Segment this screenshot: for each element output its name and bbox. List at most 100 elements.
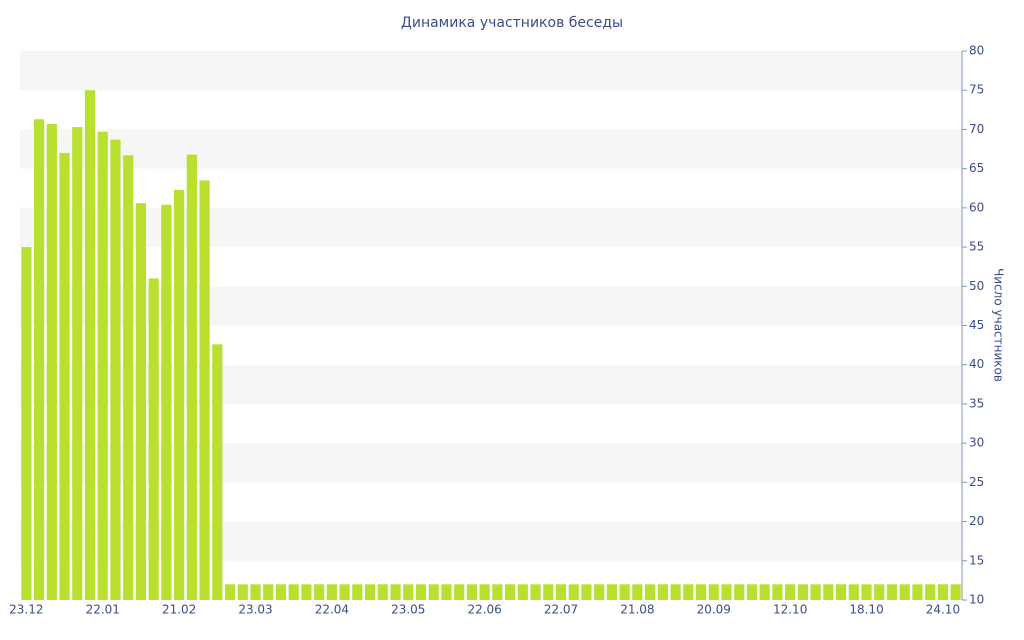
- chart-title: Динамика участников беседы: [401, 15, 623, 31]
- x-tick-label: 22.06: [467, 603, 501, 617]
- bar: [645, 584, 656, 600]
- y-tick-label: 60: [969, 200, 984, 214]
- bar: [148, 278, 159, 600]
- bar: [428, 584, 439, 600]
- bar: [835, 584, 847, 600]
- bar: [34, 119, 45, 601]
- bar: [135, 203, 147, 600]
- x-tick-label: 22.04: [315, 603, 349, 617]
- bar: [797, 584, 808, 600]
- bar: [275, 584, 287, 600]
- bar: [72, 127, 83, 600]
- x-tick-label: 24.10: [926, 603, 960, 617]
- y-tick-label: 55: [969, 240, 984, 254]
- bar: [759, 584, 770, 600]
- bar: [339, 584, 350, 600]
- y-tick-label: 50: [969, 279, 984, 293]
- bar: [505, 584, 516, 600]
- y-tick-label: 70: [969, 122, 984, 136]
- bar: [734, 584, 745, 600]
- y-axis-label: Число участников: [992, 268, 1006, 382]
- bar: [568, 584, 579, 600]
- x-tick-label: 21.08: [620, 603, 654, 617]
- bar: [785, 584, 796, 600]
- x-tick-label: 20.09: [697, 603, 731, 617]
- y-tick-label: 40: [969, 357, 984, 371]
- bar: [97, 131, 108, 600]
- y-tick-label: 80: [969, 44, 984, 58]
- bar: [810, 584, 821, 600]
- bar: [950, 584, 961, 600]
- x-tick-label: 23.12: [9, 603, 43, 617]
- bar: [492, 584, 503, 600]
- bar: [581, 584, 592, 600]
- y-tick-label: 15: [969, 553, 984, 567]
- x-tick-label: 18.10: [849, 603, 883, 617]
- bar: [823, 584, 834, 600]
- y-tick-label: 75: [969, 83, 984, 97]
- y-tick-label: 25: [969, 475, 984, 489]
- bar: [212, 344, 223, 600]
- x-tick-label: 21.02: [162, 603, 196, 617]
- bar: [110, 139, 121, 601]
- bar: [708, 584, 719, 600]
- y-tick-label: 20: [969, 514, 984, 528]
- bar: [364, 584, 376, 600]
- bar: [377, 584, 388, 600]
- bar: [861, 584, 872, 600]
- bar: [543, 584, 554, 600]
- bar: [772, 584, 783, 600]
- bar: [594, 584, 605, 600]
- bar: [937, 584, 948, 600]
- bar: [454, 584, 465, 600]
- bar: [186, 154, 197, 601]
- bar: [46, 123, 57, 600]
- bar: [174, 189, 185, 600]
- bar: [403, 584, 414, 600]
- bar: [390, 584, 401, 600]
- y-tick-label: 30: [969, 436, 984, 450]
- bar: [555, 584, 567, 600]
- y-tick-label: 35: [969, 396, 984, 410]
- grid-band: [20, 129, 962, 169]
- y-tick-label: 65: [969, 161, 984, 175]
- bar: [912, 584, 923, 600]
- x-tick-label: 22.07: [544, 603, 578, 617]
- x-tick-label: 22.01: [86, 603, 120, 617]
- bar: [288, 584, 299, 600]
- bar: [314, 584, 325, 600]
- bar: [899, 584, 910, 600]
- bar: [517, 584, 528, 600]
- bar: [224, 584, 236, 600]
- bar: [250, 584, 261, 600]
- bar: [530, 584, 541, 600]
- bar: [441, 584, 452, 600]
- bar: [123, 155, 134, 600]
- bar: [237, 584, 248, 600]
- bar: [199, 180, 210, 600]
- bar: [606, 584, 618, 600]
- bar: [746, 584, 758, 600]
- bar: [683, 584, 694, 600]
- bar: [352, 584, 363, 600]
- grid-band: [20, 51, 962, 91]
- bar: [886, 584, 898, 600]
- bar: [670, 584, 681, 600]
- bar: [479, 584, 490, 600]
- bar: [657, 584, 668, 600]
- bar: [619, 584, 630, 600]
- bar: [415, 584, 427, 600]
- x-tick-label: 23.03: [238, 603, 272, 617]
- x-tick-label: 23.05: [391, 603, 425, 617]
- bar: [263, 584, 274, 600]
- bar: [925, 584, 936, 600]
- bar: [695, 584, 707, 600]
- bar: [59, 152, 70, 600]
- bar: [84, 90, 96, 600]
- bar: [21, 247, 32, 601]
- bar: [874, 584, 885, 600]
- bar: [326, 584, 337, 600]
- y-tick-label: 45: [969, 318, 984, 332]
- x-tick-label: 12.10: [773, 603, 807, 617]
